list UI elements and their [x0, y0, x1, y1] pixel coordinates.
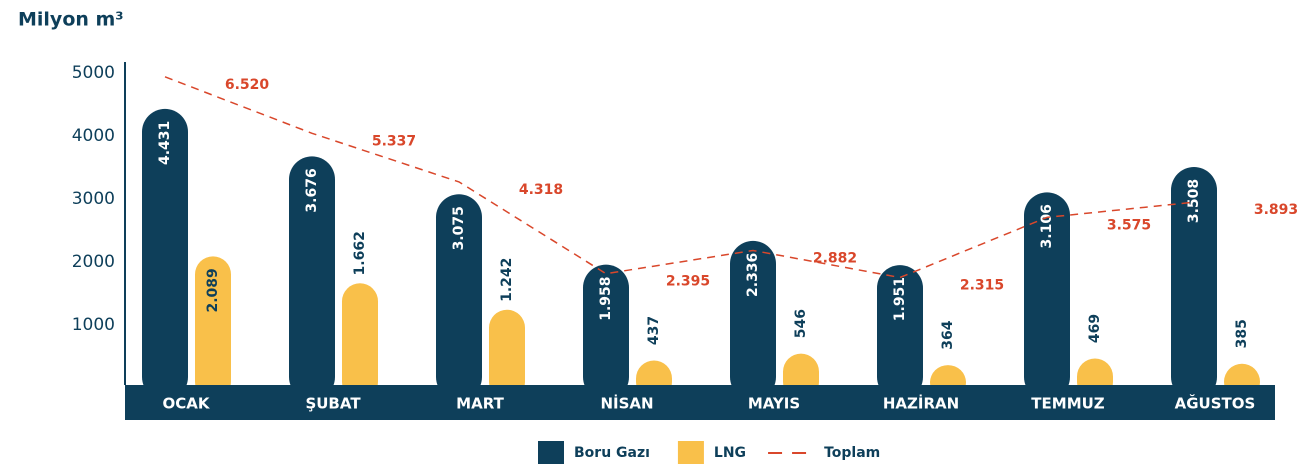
legend-swatch [677, 441, 704, 464]
x-tick-label: OCAK [163, 395, 211, 413]
category-strip [125, 385, 1275, 420]
value-label: 1.662 [352, 231, 368, 275]
value-label: 2.336 [745, 253, 761, 297]
y-tick-label: 5000 [72, 63, 115, 83]
value-label: 469 [1087, 314, 1103, 343]
y-tick-label: 3000 [72, 189, 115, 209]
value-label: 437 [646, 316, 662, 345]
value-label: 3.676 [304, 168, 320, 212]
bar [583, 264, 629, 400]
y-tick-label: 1000 [72, 315, 115, 335]
value-label: 1.951 [892, 277, 908, 321]
bar [342, 283, 378, 400]
legend-label: Toplam [824, 445, 880, 461]
bar [489, 309, 525, 400]
value-label: 4.431 [157, 121, 173, 165]
value-label: 3.106 [1039, 204, 1055, 248]
x-tick-label: TEMMUZ [1031, 395, 1105, 413]
x-tick-label: MAYIS [748, 395, 800, 413]
bar [1024, 192, 1070, 400]
x-tick-label: AĞUSTOS [1175, 394, 1256, 413]
value-label: 3.508 [1186, 179, 1202, 223]
value-label: 3.575 [1107, 217, 1151, 233]
bar [142, 108, 188, 401]
legend-label: Boru Gazı [574, 445, 650, 461]
value-label: 3.893 [1254, 202, 1298, 218]
legend-label: LNG [714, 445, 746, 461]
line [164, 76, 1195, 279]
x-tick-label: ŞUBAT [305, 395, 361, 413]
bar [195, 256, 231, 400]
value-label: 2.089 [205, 268, 221, 312]
chart-title: Milyon m³ [18, 9, 124, 31]
value-label: 1.242 [499, 258, 515, 302]
value-label: 2.315 [960, 278, 1004, 294]
y-tick-label: 4000 [72, 126, 115, 146]
value-label: 546 [793, 309, 809, 338]
x-tick-label: NİSAN [600, 394, 653, 413]
x-tick-label: MART [456, 395, 504, 413]
bar [436, 194, 482, 400]
value-label: 4.318 [519, 182, 563, 198]
bar [289, 156, 335, 400]
value-label: 364 [940, 320, 956, 349]
value-label: 2.395 [666, 274, 710, 290]
value-label: 385 [1234, 319, 1250, 348]
value-label: 6.520 [225, 77, 270, 93]
bar [1171, 166, 1217, 400]
bar [877, 265, 923, 400]
value-label: 5.337 [372, 133, 416, 149]
legend-swatch [538, 441, 564, 464]
value-label: 1.958 [598, 276, 614, 320]
x-tick-label: HAZİRAN [883, 394, 959, 413]
value-label: 2.882 [813, 250, 857, 266]
y-tick-label: 2000 [72, 252, 115, 272]
value-label: 3.075 [451, 206, 467, 250]
bar [730, 240, 776, 400]
